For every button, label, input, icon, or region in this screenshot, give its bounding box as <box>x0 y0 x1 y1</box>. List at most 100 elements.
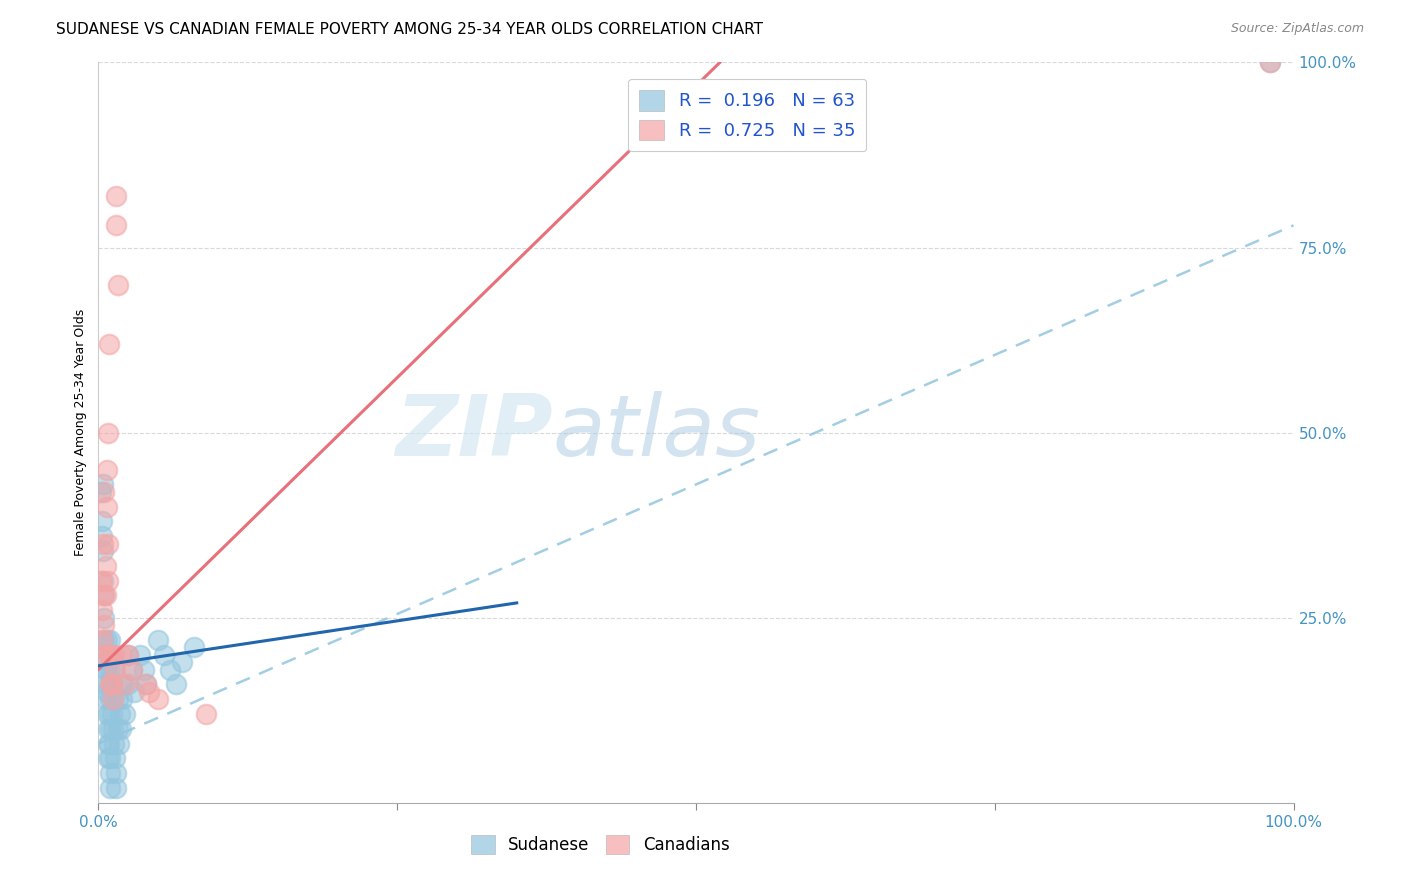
Point <box>100 677 122 691</box>
Point <box>172 655 194 669</box>
Point <box>90 484 112 499</box>
Point <box>98 722 122 736</box>
Point <box>94 558 117 573</box>
Point <box>114 706 136 721</box>
Point <box>97 536 120 550</box>
Point <box>101 663 124 677</box>
Point <box>93 484 115 499</box>
Point <box>96 500 118 514</box>
Point <box>98 692 122 706</box>
Point <box>94 692 117 706</box>
Point <box>101 722 124 736</box>
Point <box>104 751 127 765</box>
Point <box>98 648 122 662</box>
Point <box>105 766 128 780</box>
Point <box>117 677 139 691</box>
Point <box>100 677 122 691</box>
Point <box>91 515 114 529</box>
Point <box>91 632 114 647</box>
Point <box>93 648 115 662</box>
Point <box>98 706 121 721</box>
Point <box>96 663 118 677</box>
Point <box>159 663 181 677</box>
Point <box>107 737 129 751</box>
Point <box>108 706 131 721</box>
Point <box>135 677 157 691</box>
Point <box>98 648 121 662</box>
Point <box>93 610 115 624</box>
Point <box>96 685 118 699</box>
Point <box>148 692 170 706</box>
Point <box>100 648 122 662</box>
Point <box>91 603 114 617</box>
Point <box>121 663 143 677</box>
Point <box>100 706 122 721</box>
Point <box>105 219 128 233</box>
Point <box>138 685 160 699</box>
Point <box>103 737 125 751</box>
Point <box>96 462 118 476</box>
Point <box>105 780 128 795</box>
Point <box>165 677 187 691</box>
Point <box>107 692 129 706</box>
Legend: Sudanese, Canadians: Sudanese, Canadians <box>464 829 737 861</box>
Point <box>135 677 157 691</box>
Point <box>110 722 132 736</box>
Point <box>1258 55 1281 70</box>
Point <box>97 737 120 751</box>
Point <box>107 277 129 292</box>
Point <box>94 663 117 677</box>
Point <box>98 766 122 780</box>
Point <box>98 677 122 691</box>
Point <box>97 425 120 440</box>
Point <box>90 574 112 588</box>
Point <box>98 780 122 795</box>
Text: ZIP: ZIP <box>395 391 553 475</box>
Point <box>94 677 117 691</box>
Point <box>91 544 114 558</box>
Text: SUDANESE VS CANADIAN FEMALE POVERTY AMONG 25-34 YEAR OLDS CORRELATION CHART: SUDANESE VS CANADIAN FEMALE POVERTY AMON… <box>56 22 763 37</box>
Point <box>93 618 115 632</box>
Y-axis label: Female Poverty Among 25-34 Year Olds: Female Poverty Among 25-34 Year Olds <box>75 309 87 557</box>
Text: atlas: atlas <box>553 391 761 475</box>
Point <box>132 663 155 677</box>
Point <box>101 692 124 706</box>
Point <box>121 663 143 677</box>
Point <box>97 722 120 736</box>
Point <box>107 722 129 736</box>
Text: Source: ZipAtlas.com: Source: ZipAtlas.com <box>1230 22 1364 36</box>
Point <box>101 692 124 706</box>
Point <box>153 648 176 662</box>
Point <box>98 677 121 691</box>
Point <box>129 648 152 662</box>
Point <box>114 677 136 691</box>
Point <box>98 648 121 662</box>
Point <box>111 648 134 662</box>
Point <box>98 737 121 751</box>
Point <box>195 706 218 721</box>
Point <box>91 529 114 543</box>
Point <box>98 663 122 677</box>
Point <box>117 648 139 662</box>
Point <box>104 663 127 677</box>
Point <box>98 632 122 647</box>
Point <box>97 574 120 588</box>
Point <box>93 589 115 603</box>
Point <box>117 648 139 662</box>
Point <box>91 589 114 603</box>
Point <box>124 685 146 699</box>
Point <box>148 632 170 647</box>
Point <box>97 751 120 765</box>
Point <box>183 640 205 655</box>
Point <box>111 677 134 691</box>
Point <box>91 477 114 491</box>
Point <box>91 574 114 588</box>
Point <box>93 632 115 647</box>
Point <box>103 648 125 662</box>
Point <box>96 632 118 647</box>
Point <box>105 188 128 202</box>
Point <box>96 706 118 721</box>
Point <box>91 536 114 550</box>
Point <box>93 648 115 662</box>
Point <box>1258 55 1281 70</box>
